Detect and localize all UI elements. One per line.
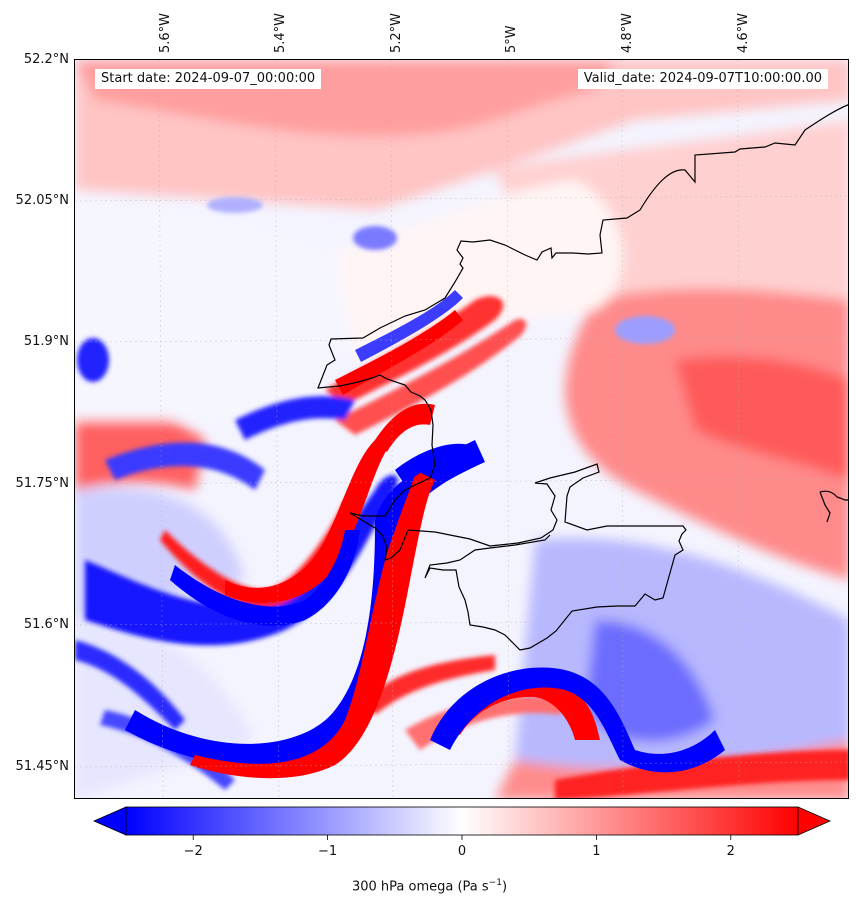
coastline <box>317 104 848 651</box>
colorbar-ticks <box>192 835 732 840</box>
lat-tick-label: 51.75°N <box>15 476 69 491</box>
lon-tick-label: 5.6°W <box>158 12 173 53</box>
colorbar-tick-label: 2 <box>726 844 735 859</box>
colorbar-tick-label: 1 <box>592 844 601 859</box>
valid-date-label: Valid_date: 2024-09-07T10:00:00.00 <box>577 69 828 89</box>
omega-field-map <box>75 60 848 798</box>
colorbar-gradient <box>125 806 799 836</box>
lon-tick-label: 4.6°W <box>736 12 751 53</box>
lon-tick-label: 5°W <box>504 25 519 53</box>
lat-tick-label: 51.9°N <box>23 334 69 349</box>
lat-tick-label: 51.6°N <box>23 617 69 632</box>
lat-tick-label: 52.05°N <box>15 193 69 208</box>
graticule <box>75 60 848 798</box>
lon-tick-label: 4.8°W <box>620 12 635 53</box>
colorbar <box>93 806 831 840</box>
colorbar-label-main: 300 hPa omega (Pa s <box>351 879 489 895</box>
lat-tick-label: 52.2°N <box>23 52 69 67</box>
lon-tick-label: 5.2°W <box>389 12 404 53</box>
start-date-label: Start date: 2024-09-07_00:00:00 <box>95 69 322 89</box>
colorbar-extend-min <box>93 806 127 836</box>
map-panel: Start date: 2024-09-07_00:00:00 Valid_da… <box>74 59 849 799</box>
colorbar-extend-max <box>797 806 831 836</box>
colorbar-tick-label: 0 <box>457 844 467 859</box>
colorbar-tick-label: −2 <box>183 844 203 859</box>
colorbar-label: 300 hPa omega (Pa s−1) <box>0 878 859 894</box>
lon-tick-label: 5.4°W <box>273 12 288 53</box>
field-broad-regions <box>75 60 848 798</box>
colorbar-label-close: ) <box>501 879 508 895</box>
lat-tick-label: 51.45°N <box>15 759 69 774</box>
colorbar-tick-label: −1 <box>318 844 338 859</box>
colorbar-label-exponent: −1 <box>488 878 502 888</box>
